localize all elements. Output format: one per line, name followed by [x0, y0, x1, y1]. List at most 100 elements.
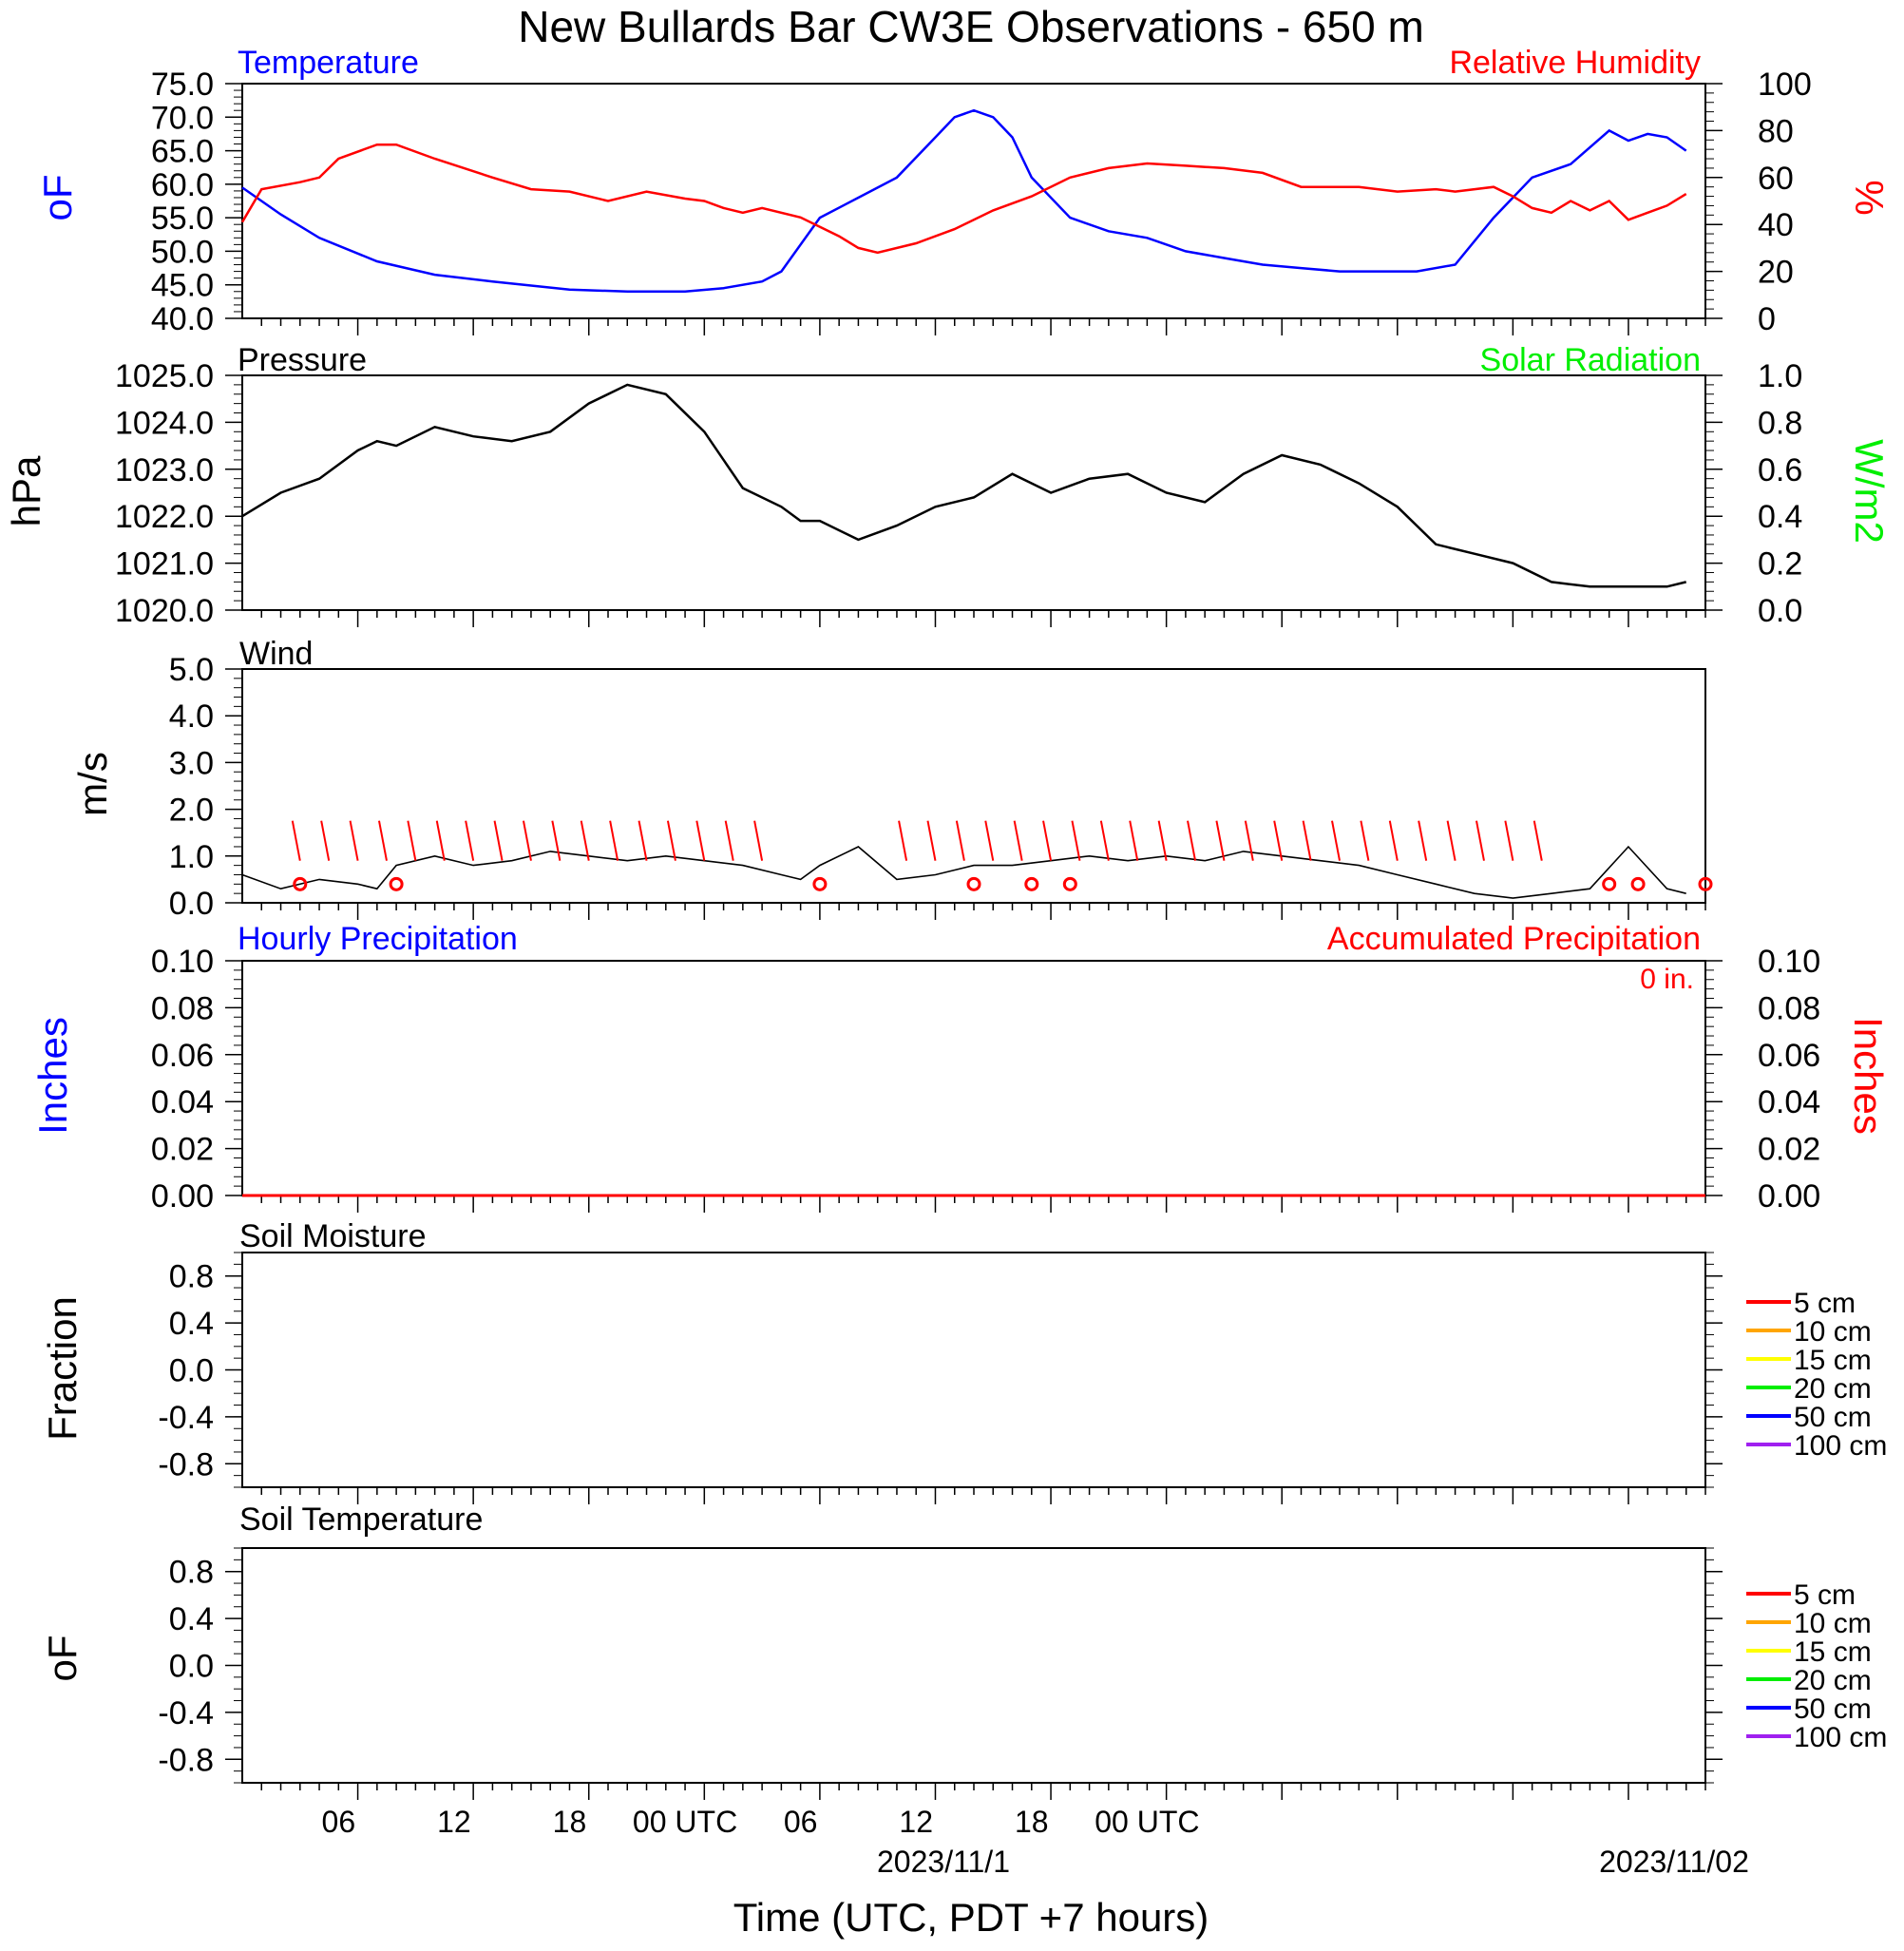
wind-calm-marker: [812, 876, 828, 891]
temperature-y-tick-label: 50.0: [151, 234, 214, 270]
sm-legend-label: 20 cm: [1794, 1373, 1872, 1405]
pressure-y-tick-label: 1020.0: [115, 593, 214, 629]
hourly-precip-y-tick-label: 0.00: [151, 1178, 214, 1215]
st-legend-label: 20 cm: [1794, 1665, 1872, 1696]
hourly-precip-y-tick-label: 0.04: [151, 1084, 214, 1120]
sm-legend-label: 10 cm: [1794, 1316, 1872, 1348]
wind-barb: [926, 820, 937, 861]
wind-barb: [695, 820, 706, 861]
wind-speed-line: [241, 845, 1686, 899]
wind-barb: [1475, 820, 1485, 861]
wind-barb: [1331, 820, 1341, 861]
solar-y-tick-label: 0.4: [1758, 499, 1802, 535]
st-legend-label: 100 cm: [1794, 1722, 1887, 1753]
wind-barb: [465, 820, 475, 861]
wind-calm-marker: [1630, 876, 1646, 891]
humidity-y-tick-label: 80: [1758, 113, 1794, 149]
humidity-y-tick-label: 0: [1758, 301, 1776, 337]
wind-y-tick-label: 3.0: [169, 745, 214, 781]
humidity-title: Relative Humidity: [1449, 45, 1701, 81]
hourly-precip-y-tick-label: 0.02: [151, 1132, 214, 1168]
sm-legend-label: 100 cm: [1794, 1430, 1887, 1462]
wind-barb: [1302, 820, 1312, 861]
x-tick-labels: 06 12 18 00 UTC 06 12 18 00 UTC: [322, 1805, 1200, 1839]
wind-calm-marker: [1602, 876, 1617, 891]
st-y-tick-label: 0.8: [169, 1555, 214, 1591]
wind-y-tick-label: 4.0: [169, 698, 214, 735]
pressure-y-tick-label: 1021.0: [115, 546, 214, 583]
x-tick-label: 00 UTC: [1095, 1805, 1199, 1839]
wind-barb: [609, 820, 619, 861]
st-y-tick-label: -0.4: [158, 1695, 214, 1731]
temperature-panel: 75.070.065.060.055.050.045.040.0 100 80 60 4…: [151, 67, 1812, 337]
wind-barb: [753, 820, 764, 861]
wind-barb: [955, 820, 965, 861]
x-tick-label: 00 UTC: [633, 1805, 737, 1839]
temperature-y-tick-label: 75.0: [151, 67, 214, 103]
pressure-unit: hPa: [4, 455, 48, 526]
wind-barb: [638, 820, 648, 861]
temperature-y-tick-label: 40.0: [151, 301, 214, 337]
humidity-y-tick-label: 20: [1758, 255, 1794, 291]
wind-barb: [320, 820, 331, 861]
wind-barb: [1244, 820, 1254, 861]
wind-barb: [407, 820, 417, 861]
wind-barb: [349, 820, 359, 861]
wind-barb: [522, 820, 532, 861]
soil-moisture-unit: Fraction: [40, 1296, 85, 1441]
st-y-tick-label: -0.8: [158, 1742, 214, 1778]
wind-barb: [1446, 820, 1457, 861]
soil-moisture-title: Soil Moisture: [239, 1218, 427, 1254]
sm-y-tick-label: 0.0: [169, 1353, 214, 1389]
hourly-precip-unit: Inches: [30, 1017, 75, 1135]
wind-barb: [1013, 820, 1023, 861]
figure-title: New Bullards Bar CW3E Observations - 650…: [518, 2, 1424, 51]
hourly-precip-y-tick-label: 0.10: [151, 944, 214, 980]
date-label-1: 2023/11/1: [877, 1845, 1010, 1879]
wind-barb: [580, 820, 590, 861]
wind-barb: [1533, 820, 1543, 861]
wind-barb: [291, 820, 301, 861]
hourly-precip-y-tick-label: 0.06: [151, 1038, 214, 1074]
temperature-title: Temperature: [238, 45, 419, 81]
wind-calm-marker: [1062, 876, 1077, 891]
wind-barb: [435, 820, 446, 861]
st-legend-label: 5 cm: [1794, 1579, 1856, 1611]
solar-unit: W/m2: [1847, 439, 1892, 544]
accum-precip-unit: Inches: [1846, 1017, 1891, 1135]
st-y-tick-label: 0.0: [169, 1649, 214, 1685]
temperature-unit: oF: [35, 174, 80, 220]
wind-calm-marker: [966, 876, 981, 891]
temperature-y-tick-label: 55.0: [151, 201, 214, 237]
wind-barb: [1099, 820, 1110, 861]
accum-precip-y-tick-label: 0.02: [1758, 1132, 1820, 1168]
wind-calm-marker: [293, 876, 308, 891]
wind-barb: [493, 820, 504, 861]
wind-y-tick-label: 0.0: [169, 886, 214, 922]
wind-title: Wind: [239, 636, 313, 672]
sm-y-tick-label: 0.8: [169, 1259, 214, 1295]
wind-barb: [377, 820, 388, 861]
x-axis-label: Time (UTC, PDT +7 hours): [733, 1895, 1209, 1940]
wind-barb: [1388, 820, 1399, 861]
pressure-title: Pressure: [238, 342, 367, 378]
wind-barb: [1504, 820, 1514, 861]
temperature-y-tick-label: 65.0: [151, 134, 214, 170]
sm-legend-label: 15 cm: [1794, 1345, 1872, 1376]
x-tick-label: 18: [1015, 1805, 1049, 1839]
precipitation-panel: 0.10 0.08 0.06 0.04 0.02 0.00 0.10 0.08 0.06 0.04…: [151, 944, 1820, 1215]
wind-barb: [551, 820, 562, 861]
x-tick-label: 06: [784, 1805, 818, 1839]
solar-y-tick-label: 0.0: [1758, 593, 1802, 629]
accum-precip-y-tick-label: 0.04: [1758, 1084, 1820, 1120]
wind-calm-marker: [1698, 876, 1713, 891]
wind-barb: [1273, 820, 1284, 861]
soil-temperature-title: Soil Temperature: [239, 1502, 483, 1538]
sm-y-tick-label: -0.8: [158, 1446, 214, 1482]
solar-y-tick-label: 0.8: [1758, 405, 1802, 441]
wind-barb: [666, 820, 676, 861]
